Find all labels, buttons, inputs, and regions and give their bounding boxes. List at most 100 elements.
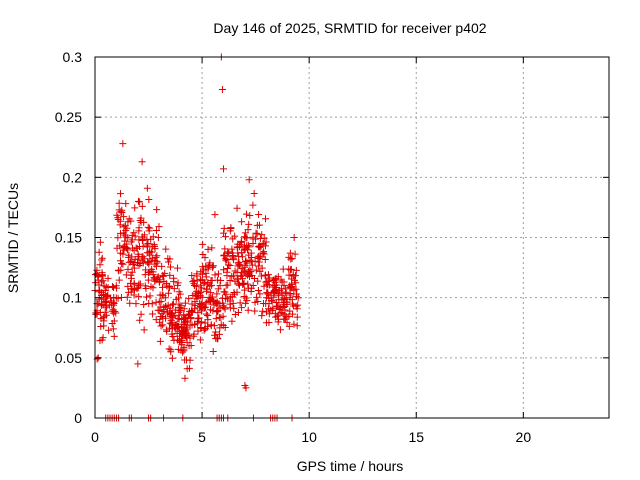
- data-point: [265, 281, 273, 289]
- data-point: [136, 316, 144, 324]
- data-point: [287, 255, 295, 263]
- data-point: [286, 307, 294, 315]
- data-point: [161, 294, 169, 302]
- data-point: [238, 304, 246, 312]
- data-point: [255, 242, 263, 250]
- data-point: [131, 204, 139, 212]
- data-point: [127, 238, 135, 246]
- data-point: [135, 236, 143, 244]
- data-point: [265, 305, 273, 313]
- data-point: [254, 262, 262, 270]
- data-point: [212, 315, 220, 323]
- data-point: [231, 267, 239, 275]
- data-point: [95, 288, 103, 296]
- data-point: [216, 304, 224, 312]
- data-point: [264, 289, 272, 297]
- data-point: [281, 285, 289, 293]
- data-point: [220, 303, 228, 311]
- data-point: [290, 234, 298, 241]
- data-point: [168, 301, 176, 309]
- data-point: [186, 356, 194, 364]
- data-point: [213, 290, 221, 298]
- data-point: [220, 165, 227, 173]
- data-point: [213, 298, 221, 306]
- data-point: [135, 227, 143, 235]
- data-point: [246, 211, 254, 219]
- data-point: [188, 272, 196, 280]
- data-point: [259, 249, 267, 257]
- data-points: [91, 53, 302, 422]
- data-point: [115, 276, 123, 284]
- data-point: [114, 234, 122, 242]
- data-point: [254, 277, 262, 285]
- data-point: [95, 248, 103, 256]
- data-point: [165, 345, 173, 353]
- data-point: [221, 324, 229, 332]
- data-point: [153, 252, 161, 260]
- data-point: [245, 243, 253, 251]
- data-point: [208, 281, 216, 289]
- data-point: [110, 317, 118, 325]
- data-point: [188, 321, 196, 329]
- data-point: [145, 300, 153, 308]
- data-point: [187, 314, 195, 322]
- data-point: [242, 384, 250, 392]
- data-point: [247, 284, 255, 292]
- y-tick-label: 0.1: [63, 290, 83, 306]
- data-point: [274, 318, 282, 326]
- data-point: [176, 290, 184, 298]
- data-point: [213, 334, 221, 342]
- data-point: [181, 374, 189, 382]
- data-point: [168, 318, 176, 326]
- data-point: [221, 245, 229, 253]
- data-point: [215, 313, 223, 321]
- data-point: [166, 263, 174, 271]
- data-point: [269, 276, 277, 284]
- data-point: [139, 235, 147, 243]
- data-point: [125, 251, 133, 259]
- data-point: [191, 290, 199, 298]
- data-point: [237, 272, 245, 280]
- data-point: [125, 288, 133, 296]
- data-point: [191, 298, 199, 306]
- data-point: [244, 280, 252, 288]
- data-point: [293, 313, 301, 321]
- data-point: [288, 300, 296, 308]
- data-point: [241, 258, 249, 266]
- data-point: [161, 269, 169, 277]
- data-point: [285, 322, 293, 330]
- data-point: [145, 249, 153, 257]
- data-point: [165, 284, 173, 292]
- x-axis-title: GPS time / hours: [297, 458, 404, 474]
- data-point: [222, 294, 230, 302]
- data-point: [233, 288, 241, 296]
- data-point: [124, 282, 132, 290]
- data-point: [265, 310, 273, 318]
- y-tick-label: 0.3: [63, 49, 83, 65]
- data-point: [181, 332, 189, 340]
- data-point: [170, 336, 178, 344]
- data-point: [245, 220, 253, 228]
- data-point: [250, 189, 258, 197]
- data-point: [146, 292, 154, 300]
- data-point: [220, 288, 228, 296]
- data-point: [258, 231, 266, 239]
- data-point: [190, 332, 198, 340]
- data-point: [136, 198, 144, 206]
- data-point: [274, 302, 282, 310]
- data-point: [99, 277, 107, 285]
- data-point: [264, 277, 272, 285]
- data-point: [132, 300, 140, 308]
- data-point: [254, 287, 262, 295]
- data-point: [222, 281, 230, 289]
- data-point: [177, 346, 185, 354]
- data-point: [243, 297, 251, 305]
- data-point: [228, 272, 236, 280]
- data-point: [212, 299, 220, 307]
- data-point: [143, 293, 151, 301]
- data-point: [120, 213, 128, 221]
- data-point: [201, 254, 209, 262]
- data-point: [209, 348, 217, 356]
- data-point: [212, 328, 220, 336]
- data-point: [198, 284, 206, 292]
